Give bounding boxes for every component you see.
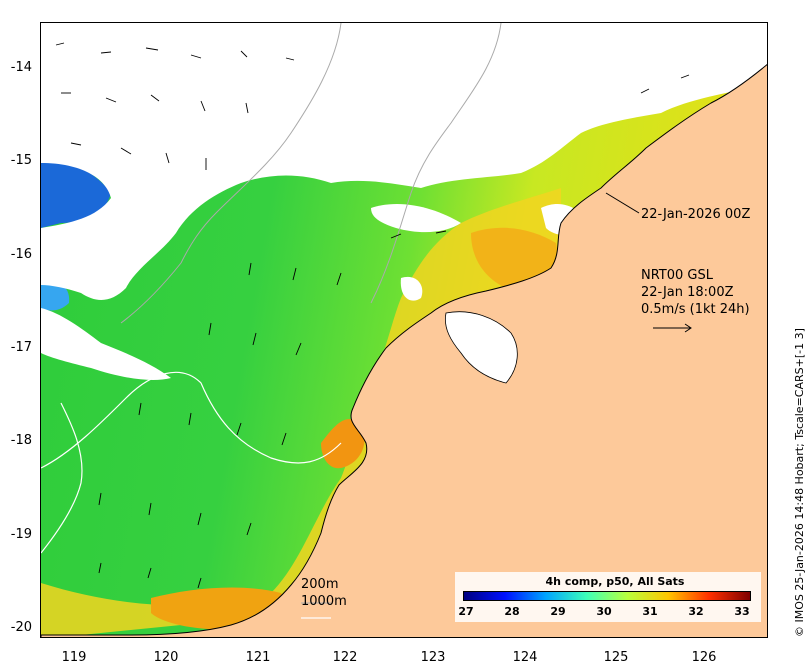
cloud-mask-north — [41, 23, 767, 300]
current-arrow — [98, 562, 102, 574]
cool-patch-nw — [41, 162, 111, 228]
current-arrow — [145, 47, 159, 51]
current-arrow — [435, 230, 447, 234]
isobath-1000m-west — [41, 402, 83, 554]
isobath-label-200m: 200m — [301, 577, 339, 592]
colorbar-tick-label: 30 — [596, 605, 612, 618]
lon-tick-label: 120 — [153, 650, 179, 665]
lat-tick-label: -14 — [10, 60, 32, 75]
current-arrow — [285, 57, 295, 61]
colorbar-tick-label: 28 — [504, 605, 520, 618]
current-arrow — [138, 402, 142, 416]
isobath-200m — [120, 23, 342, 324]
land-mass — [41, 63, 767, 637]
current-arrow — [200, 100, 206, 112]
scale-arrow — [653, 323, 692, 333]
current-arrow — [148, 502, 152, 516]
lat-tick-label: -17 — [10, 340, 32, 355]
lon-tick-label: 119 — [61, 650, 87, 665]
current-arrow — [281, 432, 287, 446]
current-arrow — [197, 512, 202, 526]
current-arrow — [188, 412, 192, 426]
lat-tick-label: -19 — [10, 527, 32, 542]
current-arrow — [292, 267, 297, 281]
lon-tick-label: 122 — [332, 650, 358, 665]
sst-map-canvas — [41, 23, 767, 637]
current-arrow — [165, 152, 170, 164]
current-arrow — [248, 262, 252, 276]
current-arrow — [150, 94, 160, 102]
current-vectors — [55, 42, 690, 589]
current-arrow — [245, 102, 249, 114]
colorbar — [463, 591, 751, 601]
cloud-mask-small — [400, 276, 423, 301]
current-time-label: 22-Jan 18:00Z — [641, 285, 734, 300]
current-arrow — [55, 42, 65, 46]
colorbar-tick-label: 32 — [688, 605, 704, 618]
colorbar-tick-label: 27 — [458, 605, 474, 618]
date-marker-line — [605, 192, 640, 214]
isobath-1000m — [41, 371, 342, 469]
current-arrow — [252, 332, 257, 346]
arrow-scale-label: 0.5m/s (1kt 24h) — [641, 302, 750, 317]
current-arrow — [70, 142, 82, 146]
credit-label: © IMOS 25-Jan-2026 14:48 Hobart; Tscale=… — [793, 328, 806, 637]
isobath-label-1000m: 1000m — [301, 594, 347, 609]
lon-tick-label: 126 — [691, 650, 717, 665]
current-arrow — [190, 54, 202, 59]
lat-tick-label: -16 — [10, 247, 32, 262]
current-arrow — [640, 88, 650, 94]
warm-coastal-band — [41, 188, 561, 637]
current-arrow — [120, 147, 132, 155]
cloud-mask-west — [41, 308, 171, 380]
lat-tick-label: -18 — [10, 433, 32, 448]
inland-cloud-patch — [444, 311, 518, 384]
current-arrow — [680, 74, 690, 79]
colorbar-title: 4h comp, p50, All Sats — [545, 575, 685, 588]
current-arrow — [98, 492, 102, 506]
hot-spot-north — [321, 419, 365, 469]
lon-tick-label: 125 — [603, 650, 629, 665]
cool-patch-w — [41, 281, 70, 311]
colorbar-tick-label: 29 — [550, 605, 566, 618]
current-arrow — [295, 342, 302, 356]
colorbar-tick-label: 33 — [734, 605, 750, 618]
current-model-label: NRT00 GSL — [641, 268, 713, 283]
cloud-mask-center — [371, 203, 461, 233]
isobath-200m-shelf — [370, 23, 502, 304]
lon-tick-label: 123 — [420, 650, 446, 665]
lon-tick-label: 121 — [245, 650, 271, 665]
current-arrow — [246, 522, 252, 536]
current-arrow — [147, 567, 152, 579]
current-arrow — [236, 422, 242, 436]
current-arrow — [105, 97, 117, 103]
current-arrow — [390, 233, 402, 239]
current-arrow — [336, 272, 342, 286]
lat-tick-label: -15 — [10, 153, 32, 168]
lat-tick-label: -20 — [10, 620, 32, 635]
sst-map — [40, 22, 768, 638]
lon-tick-label: 124 — [512, 650, 538, 665]
colorbar-tick-label: 31 — [642, 605, 658, 618]
current-arrow — [197, 577, 202, 589]
current-arrow — [100, 51, 112, 54]
current-arrow — [240, 50, 248, 58]
current-arrow — [208, 322, 212, 336]
date-label: 22-Jan-2026 00Z — [641, 207, 751, 222]
